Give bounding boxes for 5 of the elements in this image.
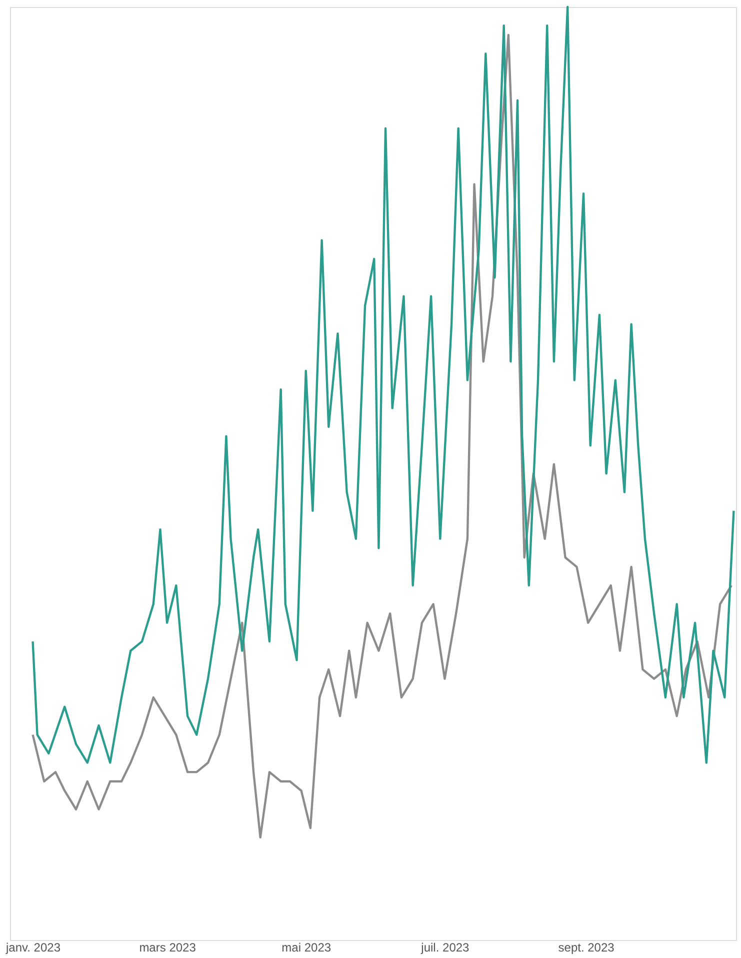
x-tick-label: mars 2023	[139, 940, 196, 954]
x-tick-label: janv. 2023	[5, 940, 61, 954]
x-tick-label: sept. 2023	[558, 940, 615, 954]
x-tick-label: juil. 2023	[420, 940, 470, 954]
x-tick-label: mai 2023	[282, 940, 332, 954]
